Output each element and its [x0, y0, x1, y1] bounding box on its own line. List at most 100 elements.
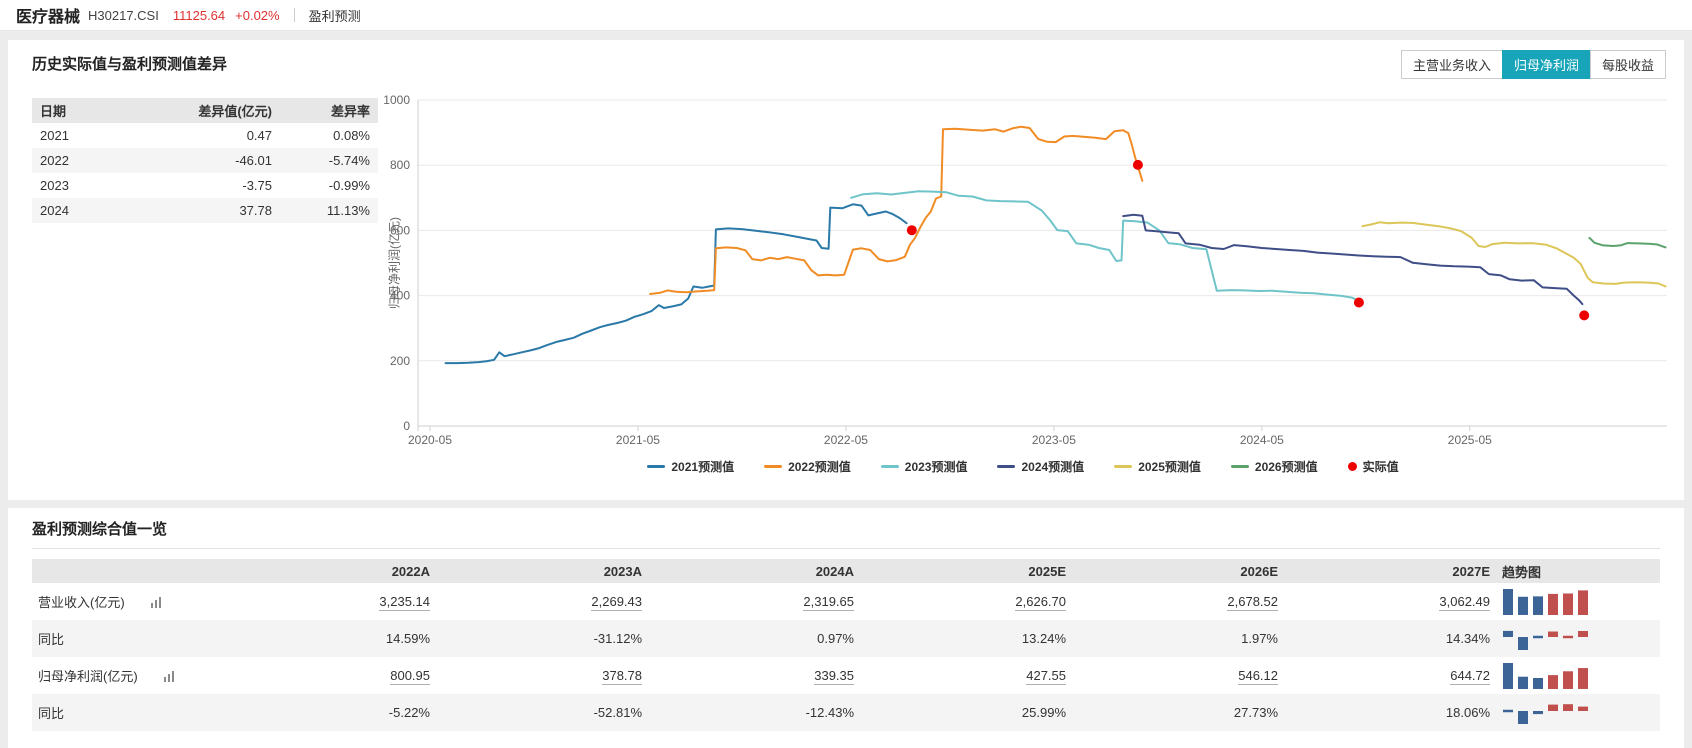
summary-column-header: 2023A	[603, 563, 642, 579]
value-text: -52.81%	[593, 705, 642, 720]
row-label-cell: 同比	[32, 694, 218, 731]
value-link[interactable]: 2,626.70	[1015, 594, 1066, 611]
summary-card: 盈利预测综合值一览 2022A 2023A 2024A 2025E 2026E 2027E…	[8, 508, 1684, 748]
x-tick-label: 2020-05	[408, 433, 452, 447]
diff-table-cell: -5.74%	[328, 153, 370, 168]
legend-line-marker	[1114, 465, 1133, 468]
diff-table-cell: 11.13%	[326, 203, 370, 218]
value-link[interactable]: 2,678.52	[1227, 594, 1278, 611]
trend-cell	[1490, 583, 1660, 620]
diff-header-cell: 差异值(亿元)	[198, 104, 272, 119]
value-link[interactable]: 3,062.49	[1439, 594, 1490, 611]
actual-value-dot	[1132, 159, 1143, 170]
summary-table-body: 营业收入(亿元) 3,235.14 2,269.43 2,319.65 2,626.70…	[32, 583, 1660, 731]
trend-mini-chart	[1503, 704, 1588, 724]
actual-value-dot	[906, 225, 917, 236]
trend-mini-chart	[1503, 663, 1588, 690]
diff-table-cell: -0.99%	[328, 178, 370, 193]
section-title-summary: 盈利预测综合值一览	[32, 518, 1660, 549]
bar-chart-icon[interactable]	[163, 670, 174, 682]
value-link[interactable]: 800.95	[390, 668, 430, 685]
value-link[interactable]: 378.78	[602, 668, 642, 685]
value-cell: 25.99%	[854, 694, 1066, 731]
legend-item-6[interactable]: 实际值	[1347, 458, 1399, 475]
series-line-5	[1588, 236, 1667, 249]
tab-metric-0[interactable]: 主营业务收入	[1400, 50, 1503, 79]
summary-column-header	[32, 559, 218, 583]
x-tick-label: 2025-05	[1448, 433, 1492, 447]
menu-item-earnings-forecast[interactable]: 盈利预测	[308, 8, 361, 24]
value-cell: 339.35	[642, 657, 854, 694]
bar-chart-icon[interactable]	[150, 596, 161, 608]
value-text: 14.59%	[385, 631, 430, 646]
legend-item-4[interactable]: 2025预测值	[1114, 458, 1201, 475]
legend-item-5[interactable]: 2026预测值	[1230, 458, 1318, 475]
summary-column-header: 2025E	[1028, 563, 1066, 579]
legend-label: 实际值	[1362, 460, 1399, 474]
value-link[interactable]: 2,269.43	[591, 594, 642, 611]
value-link[interactable]: 2,319.65	[803, 594, 854, 611]
legend-item-3[interactable]: 2024预测值	[997, 458, 1084, 475]
legend-label: 2022预测值	[788, 460, 851, 474]
series-line-1	[649, 125, 1144, 295]
tab-metric-1[interactable]: 归母净利润	[1501, 50, 1591, 79]
x-tick-label: 2023-05	[1032, 433, 1076, 447]
row-label: 营业收入(亿元)	[38, 595, 125, 610]
section-title-history-diff: 历史实际值与盈利预测值差异	[32, 56, 228, 73]
actual-value-dot	[1579, 310, 1590, 321]
summary-table-row: 同比 -5.22% -52.81% -12.43% 25.99% 27.73% 18.06%	[32, 694, 1660, 731]
history-diff-card: 历史实际值与盈利预测值差异 主营业务收入 归母净利润 每股收益 日期 差异值(亿元) 差…	[8, 40, 1684, 500]
value-cell: 2,626.70	[854, 583, 1066, 620]
summary-column-header: 2027E	[1452, 563, 1490, 579]
y-tick-label: 600	[390, 223, 410, 237]
value-text: -12.43%	[805, 705, 854, 720]
value-cell: -5.22%	[218, 694, 430, 731]
legend-label: 2024预测值	[1021, 460, 1085, 474]
diff-table-cell: 2024	[40, 203, 69, 218]
diff-table-row: 2023 -3.75 -0.99%	[32, 173, 378, 198]
value-link[interactable]: 427.55	[1026, 668, 1066, 685]
y-tick-label: 400	[390, 289, 410, 303]
forecast-chart[interactable]: 0 200 400 600 800 1000 2020-05 2021-05 2022-05 20…	[370, 80, 1676, 460]
value-link[interactable]: 339.35	[814, 668, 854, 685]
value-link[interactable]: 3,235.14	[379, 594, 430, 611]
index-price: 11125.64	[172, 7, 226, 23]
top-bar: 医疗器械 H30217.CSI 11125.64 +0.02% 盈利预测	[0, 0, 1692, 31]
value-cell: 3,062.49	[1278, 583, 1490, 620]
row-label: 同比	[38, 632, 65, 647]
diff-table-row: 2024 37.78 11.13%	[32, 198, 378, 223]
tab-metric-2[interactable]: 每股收益	[1589, 50, 1666, 79]
value-text: -5.22%	[388, 705, 430, 720]
summary-table-row: 归母净利润(亿元) 800.95 378.78 339.35 427.55 546.12 6…	[32, 657, 1660, 694]
legend-item-0[interactable]: 2021预测值	[647, 458, 734, 475]
value-link[interactable]: 546.12	[1238, 668, 1278, 685]
legend-label: 2023预测值	[904, 460, 968, 474]
series-line-3	[1122, 213, 1584, 306]
actual-value-dot	[1353, 297, 1364, 308]
diff-table: 日期 差异值(亿元) 差异率 2021 0.47 0.08% 2022 -46.01 -5.74…	[32, 98, 378, 223]
summary-column-header: 趋势图	[1502, 564, 1542, 580]
legend-line-marker	[1230, 465, 1249, 468]
trend-cell	[1490, 620, 1660, 657]
trend-cell	[1490, 694, 1660, 731]
summary-column-header: 2026E	[1240, 563, 1278, 579]
trend-cell	[1490, 657, 1660, 694]
summary-column-header: 2022A	[391, 563, 430, 579]
row-label-cell: 归母净利润(亿元)	[32, 657, 218, 694]
value-cell: 427.55	[854, 657, 1066, 694]
diff-header-cell: 日期	[40, 104, 67, 119]
value-cell: 378.78	[430, 657, 642, 694]
row-label-cell: 同比	[32, 620, 218, 657]
value-link[interactable]: 644.72	[1450, 668, 1490, 685]
diff-table-cell: 2022	[40, 153, 69, 168]
legend-item-1[interactable]: 2022预测值	[764, 458, 851, 475]
value-cell: 3,235.14	[218, 583, 430, 620]
trend-mini-chart	[1503, 630, 1588, 650]
value-cell: -52.81%	[430, 694, 642, 731]
value-cell: 18.06%	[1278, 694, 1490, 731]
forecast-summary-table: 2022A 2023A 2024A 2025E 2026E 2027E 趋势图 营业收入(亿…	[32, 559, 1660, 731]
legend-item-2[interactable]: 2023预测值	[880, 458, 968, 475]
diff-table-header: 日期 差异值(亿元) 差异率	[32, 98, 378, 123]
value-cell: 1.97%	[1066, 620, 1278, 657]
summary-table-row: 同比 14.59% -31.12% 0.97% 13.24% 1.97% 14.34%	[32, 620, 1660, 657]
